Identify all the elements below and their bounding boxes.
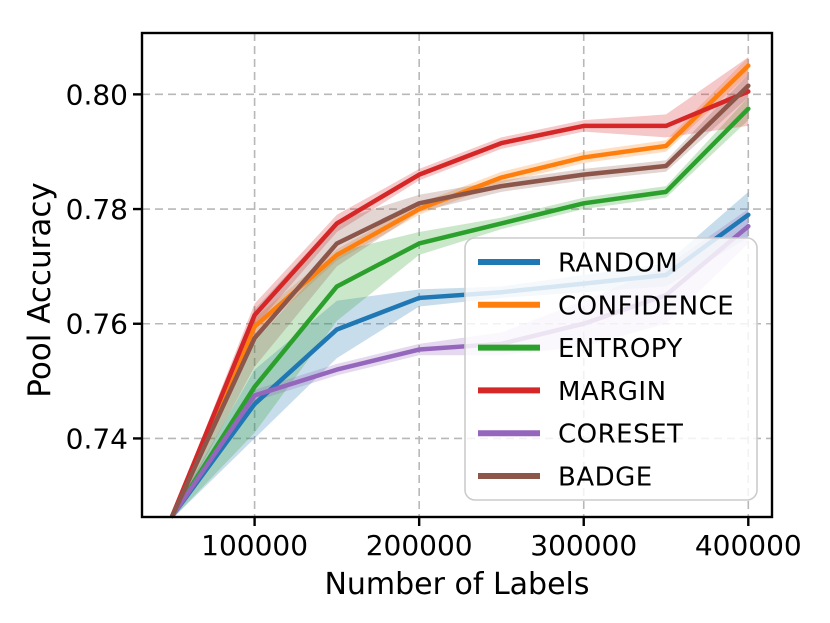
legend-item-random: RANDOM <box>478 249 678 279</box>
legend-item-margin: MARGIN <box>478 377 667 407</box>
legend-label: CONFIDENCE <box>558 291 734 321</box>
legend-label: ENTROPY <box>558 334 683 364</box>
y-tick-labels: 0.74 0.76 0.78 0.80 <box>66 78 128 455</box>
legend-item-badge: BADGE <box>478 463 653 493</box>
y-tick-label: 0.76 <box>66 308 128 341</box>
x-tick-label: 100000 <box>201 529 308 562</box>
legend-item-entropy: ENTROPY <box>478 334 683 364</box>
plot-border <box>140 31 774 519</box>
x-tick-label: 300000 <box>530 529 637 562</box>
legend-label: CORESET <box>558 420 683 450</box>
legend: RANDOM CONFIDENCE ENTROPY MARGIN CORESET BADG… <box>464 237 758 501</box>
data-lines <box>170 63 751 519</box>
x-axis-label: Number of Labels <box>324 567 589 602</box>
gridlines <box>142 33 772 517</box>
legend-label: RANDOM <box>558 249 678 279</box>
x-tick-label: 400000 <box>695 529 802 562</box>
x-tick-label: 200000 <box>366 529 473 562</box>
y-tick-label: 0.80 <box>66 78 128 111</box>
y-tick-label: 0.74 <box>66 422 128 455</box>
band-margin <box>172 57 749 519</box>
legend-item-coreset: CORESET <box>478 420 683 450</box>
line-badge <box>170 83 751 519</box>
legend-label: MARGIN <box>558 377 667 407</box>
line-margin <box>170 89 751 519</box>
line-entropy <box>170 106 751 519</box>
axis-ticks <box>133 93 750 526</box>
x-tick-labels: 100000 200000 300000 400000 <box>201 529 802 562</box>
y-axis-label: Pool Accuracy <box>22 182 58 398</box>
y-tick-label: 0.78 <box>66 193 128 226</box>
legend-item-confidence: CONFIDENCE <box>478 291 734 321</box>
legend-label: BADGE <box>558 463 653 493</box>
